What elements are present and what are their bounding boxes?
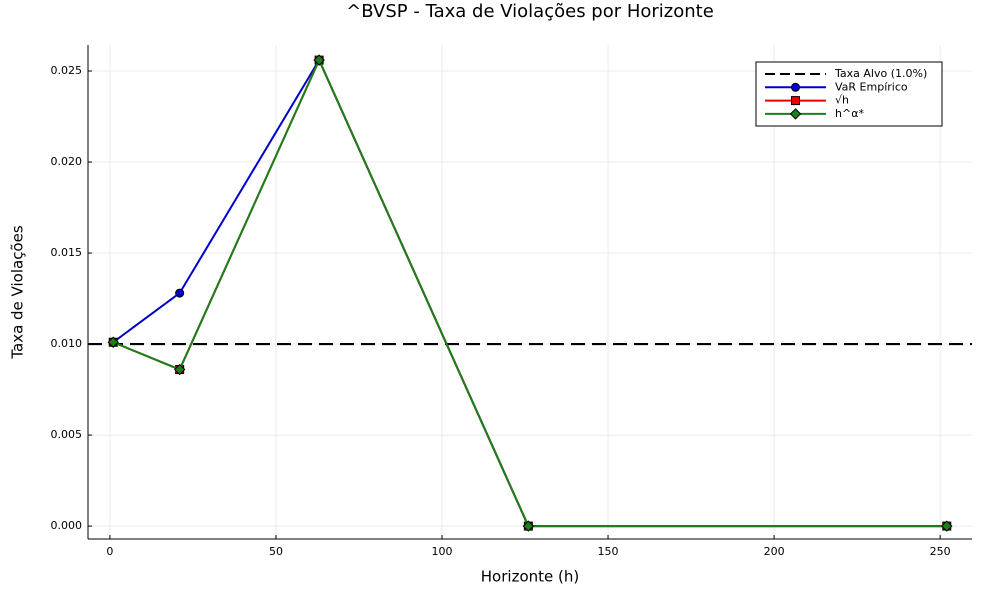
y-tick-label: 0.000 (51, 519, 83, 532)
y-tick-label: 0.020 (51, 155, 83, 168)
legend-label: VaR Empírico (835, 80, 908, 93)
x-tick-label: 100 (431, 545, 452, 558)
marker (791, 96, 800, 106)
x-axis-label: Horizonte (h) (481, 568, 579, 586)
marker (173, 363, 186, 376)
series-line (112, 57, 947, 528)
x-tick-label: 150 (598, 545, 619, 558)
series-line (112, 57, 947, 528)
legend-label: Taxa Alvo (1.0%) (834, 67, 927, 80)
marker (941, 520, 953, 532)
x-tick-label: 200 (764, 545, 785, 558)
legend: Taxa Alvo (1.0%)VaR Empírico√hh^α* (755, 61, 943, 127)
x-tick-label: 50 (269, 545, 283, 558)
y-axis-label: Taxa de Violações (9, 225, 27, 360)
y-tick-label: 0.025 (51, 64, 83, 77)
x-tick-label: 0 (106, 545, 113, 558)
legend-box (755, 61, 943, 127)
marker (107, 336, 119, 348)
series-line (112, 57, 947, 528)
legend-label: √h (835, 94, 849, 107)
y-tick-label: 0.005 (51, 428, 83, 441)
marker (791, 82, 800, 92)
legend-label: h^α* (835, 107, 864, 120)
y-tick-label: 0.010 (51, 337, 83, 350)
marker (522, 520, 535, 532)
marker (175, 288, 185, 298)
marker (313, 54, 325, 66)
chart-title: ^BVSP - Taxa de Violações por Horizonte (346, 1, 714, 22)
marker (789, 108, 802, 120)
x-tick-label: 250 (930, 545, 951, 558)
y-tick-label: 0.015 (51, 246, 83, 259)
